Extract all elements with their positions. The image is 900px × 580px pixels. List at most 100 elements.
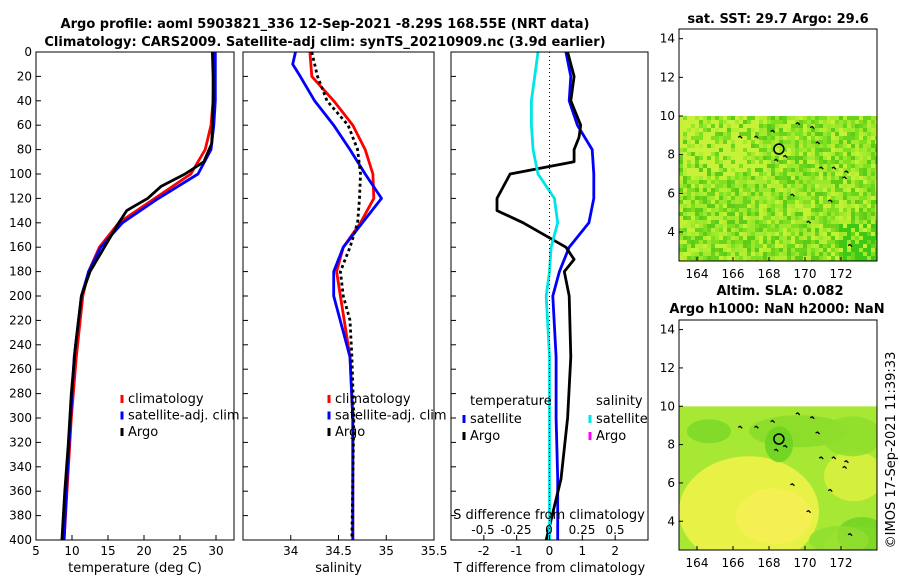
sst-cell	[723, 232, 727, 236]
sst-cell	[875, 180, 877, 184]
sst-cell	[751, 236, 755, 240]
sst-cell	[819, 224, 823, 228]
sst-cell	[775, 144, 779, 148]
sst-cell	[755, 148, 759, 152]
sst-cell	[855, 236, 859, 240]
x-tick-label: 35	[379, 544, 394, 558]
sst-cell	[723, 156, 727, 160]
sst-cell	[871, 196, 875, 200]
sst-cell	[851, 160, 855, 164]
sst-cell	[867, 180, 871, 184]
sst-cell	[831, 128, 835, 132]
sst-cell	[871, 232, 875, 236]
sst-cell	[763, 132, 767, 136]
sst-cell	[731, 220, 735, 224]
sst-cell	[691, 220, 695, 224]
y-tick-label: 360	[9, 484, 32, 498]
sst-cell	[863, 144, 867, 148]
sst-cell	[719, 180, 723, 184]
sst-cell	[751, 248, 755, 252]
sst-cell	[819, 204, 823, 208]
sst-cell	[695, 204, 699, 208]
sst-cell	[815, 172, 819, 176]
sst-cell	[711, 124, 715, 128]
sst-cell	[867, 172, 871, 176]
sst-cell	[831, 188, 835, 192]
sst-cell	[723, 228, 727, 232]
sst-cell	[751, 172, 755, 176]
argo-location-marker	[773, 433, 785, 445]
sst-cell	[743, 252, 747, 256]
sst-cell	[827, 208, 831, 212]
sst-cell	[715, 116, 719, 120]
sst-cell	[787, 244, 791, 248]
sst-cell	[839, 208, 843, 212]
sst-cell	[727, 224, 731, 228]
sst-cell	[815, 216, 819, 220]
sst-cell	[823, 232, 827, 236]
sst-cell	[699, 228, 703, 232]
sst-cell	[823, 252, 827, 256]
sst-cell	[767, 228, 771, 232]
sst-cell	[855, 224, 859, 228]
sst-cell	[727, 160, 731, 164]
sst-cell	[871, 140, 875, 144]
sst-cell	[811, 216, 815, 220]
sst-cell	[875, 244, 877, 248]
sst-cell	[731, 120, 735, 124]
sst-cell	[691, 204, 695, 208]
sst-cell	[787, 184, 791, 188]
sst-cell	[715, 244, 719, 248]
sst-cell	[863, 224, 867, 228]
sst-cell	[867, 236, 871, 240]
sst-cell	[799, 208, 803, 212]
sst-cell	[739, 136, 743, 140]
sst-cell	[767, 164, 771, 168]
sst-cell	[735, 212, 739, 216]
sst-cell	[791, 124, 795, 128]
sst-cell	[775, 136, 779, 140]
sst-cell	[723, 208, 727, 212]
sst-cell	[839, 116, 843, 120]
sst-cell	[687, 132, 691, 136]
sst-cell	[843, 132, 847, 136]
sst-cell	[703, 188, 707, 192]
y-tick-label: 400	[9, 533, 32, 547]
sst-cell	[855, 212, 859, 216]
sst-cell	[859, 256, 863, 260]
sst-cell	[795, 160, 799, 164]
sst-cell	[735, 116, 739, 120]
sst-cell	[759, 196, 763, 200]
sst-cell	[759, 232, 763, 236]
sst-cell	[823, 224, 827, 228]
sst-cell	[851, 192, 855, 196]
sst-cell	[683, 132, 687, 136]
sst-cell	[751, 140, 755, 144]
sst-cell	[735, 156, 739, 160]
sst-cell	[691, 124, 695, 128]
legend-label: satellite-adj. clim	[128, 409, 240, 424]
sst-cell	[759, 252, 763, 256]
sst-cell	[799, 244, 803, 248]
sst-cell	[743, 244, 747, 248]
sst-cell	[855, 196, 859, 200]
sst-cell	[775, 148, 779, 152]
sst-cell	[799, 196, 803, 200]
sst-cell	[783, 184, 787, 188]
legend-label: satellite	[596, 412, 648, 427]
sst-cell	[727, 240, 731, 244]
island-outline	[847, 243, 853, 247]
sst-cell	[783, 200, 787, 204]
sst-cell	[867, 184, 871, 188]
sst-cell	[719, 216, 723, 220]
sst-cell	[811, 228, 815, 232]
map-field	[679, 116, 877, 261]
sst-cell	[711, 176, 715, 180]
sst-cell	[771, 256, 775, 260]
sst-cell	[731, 168, 735, 172]
sst-cell	[823, 200, 827, 204]
sst-cell	[867, 136, 871, 140]
sst-cell	[875, 136, 877, 140]
sst-cell	[815, 152, 819, 156]
